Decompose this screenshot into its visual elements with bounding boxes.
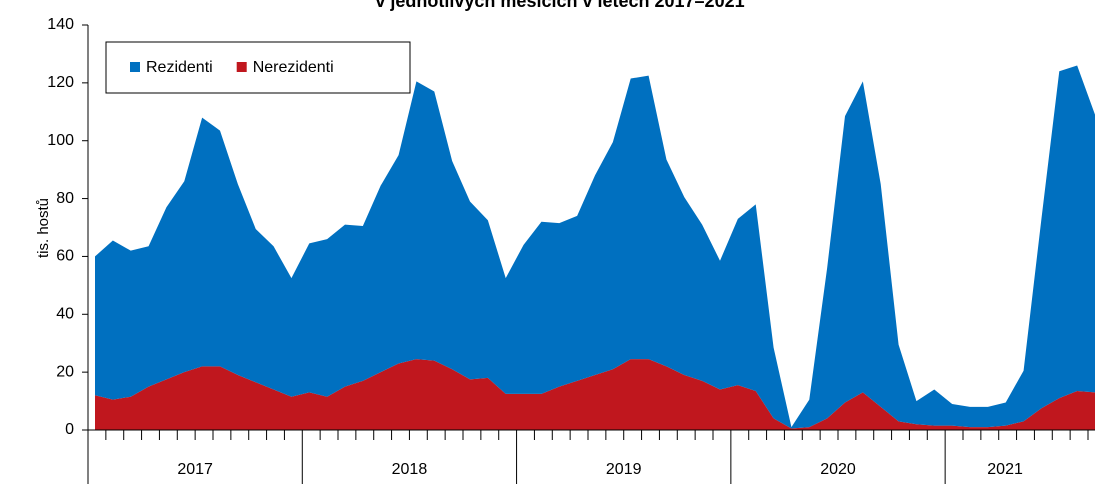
y-tick-label: 60 (56, 248, 74, 265)
y-tick-label: 120 (47, 74, 74, 91)
x-group-label: 2021 (987, 461, 1023, 478)
x-group-label: 2017 (177, 461, 213, 478)
legend-box (105, 41, 411, 94)
x-group-label: 2020 (820, 461, 856, 478)
y-tick-label: 0 (65, 421, 74, 438)
x-group-label: 2018 (392, 461, 428, 478)
legend-swatch (236, 62, 247, 72)
x-group-label: 2019 (606, 461, 642, 478)
area (95, 359, 1095, 430)
chart-title: v jednotlivých měsících v letech 2017–20… (375, 0, 744, 11)
legend-swatch (130, 62, 140, 72)
y-tick-label: 20 (56, 363, 74, 380)
legend-label: Rezidenti (146, 59, 213, 76)
y-tick-label: 40 (56, 306, 74, 323)
y-axis-label: tis. hostů (35, 198, 52, 258)
legend-label: Nerezidenti (253, 59, 334, 76)
y-tick-label: 140 (47, 16, 74, 33)
area (95, 65, 1095, 429)
y-tick-label: 100 (47, 132, 74, 149)
y-tick-label: 80 (56, 190, 74, 207)
